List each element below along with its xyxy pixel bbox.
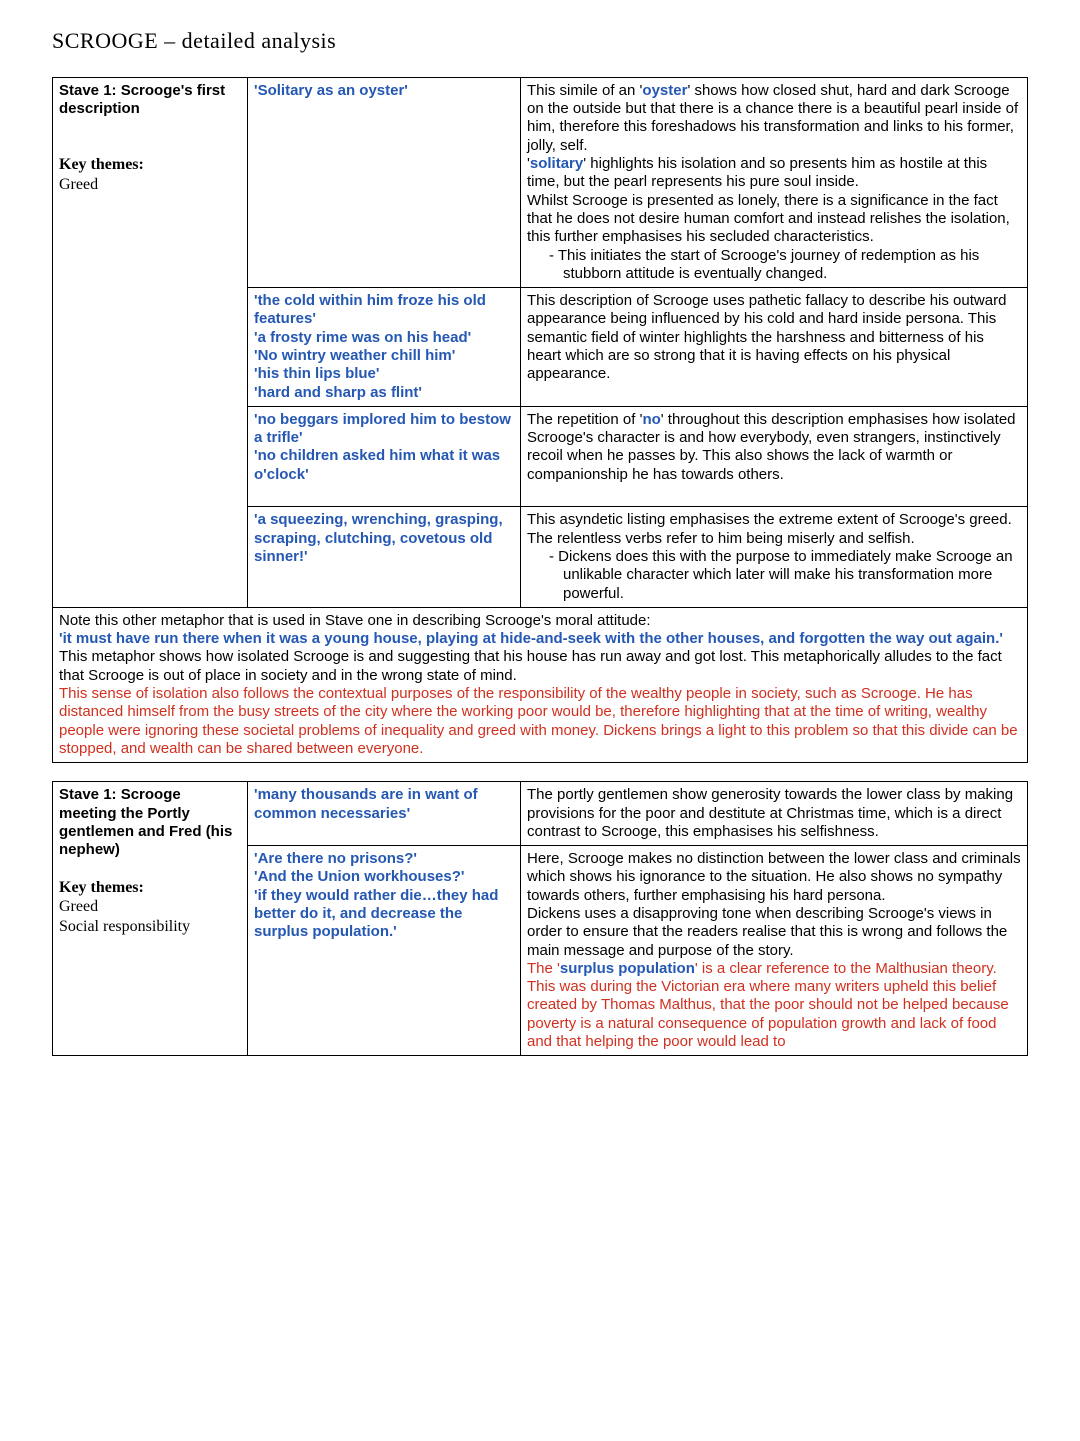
analysis-cell: This description of Scrooge uses patheti… <box>521 288 1028 407</box>
emphasis-word: no <box>642 411 660 428</box>
quote-text: 'if they would rather die…they had bette… <box>254 887 514 942</box>
analysis-table-2: Stave 1: Scrooge meeting the Portly gent… <box>52 781 1028 1056</box>
quote-text: 'the cold within him froze his old featu… <box>254 292 514 329</box>
analysis-text: ' highlights his isolation and so presen… <box>527 155 987 190</box>
analysis-text: Here, Scrooge makes no distinction betwe… <box>527 850 1021 904</box>
quote-text: 'And the Union workhouses?' <box>254 868 514 886</box>
table-row: Note this other metaphor that is used in… <box>53 607 1028 762</box>
bullet-point: - Dickens does this with the purpose to … <box>563 548 1021 603</box>
emphasis-word: oyster <box>642 82 687 99</box>
note-context: This sense of isolation also follows the… <box>59 685 1018 757</box>
analysis-text: The repetition of ' <box>527 411 642 428</box>
key-themes-label: Key themes: <box>59 155 241 175</box>
key-themes: Social responsibility <box>59 917 241 937</box>
note-intro: Note this other metaphor that is used in… <box>59 612 651 629</box>
table-row: Stave 1: Scrooge's first description Key… <box>53 77 1028 287</box>
analysis-cell: The repetition of 'no' throughout this d… <box>521 406 1028 506</box>
analysis-table-1: Stave 1: Scrooge's first description Key… <box>52 77 1028 763</box>
note-quote: 'it must have run there when it was a yo… <box>59 630 1003 647</box>
bullet-point: - This initiates the start of Scrooge's … <box>563 247 1021 284</box>
quote-text: 'a squeezing, wrenching, grasping, scrap… <box>254 511 503 565</box>
section-title: Stave 1: Scrooge meeting the Portly gent… <box>59 786 241 859</box>
analysis-cell: This simile of an 'oyster' shows how clo… <box>521 77 1028 287</box>
analysis-cell: The portly gentlemen show generosity tow… <box>521 782 1028 846</box>
emphasis-word: surplus population <box>560 960 695 977</box>
section-cell: Stave 1: Scrooge meeting the Portly gent… <box>53 782 248 1056</box>
analysis-text: The portly gentlemen show generosity tow… <box>527 786 1013 840</box>
quote-cell: 'a squeezing, wrenching, grasping, scrap… <box>248 507 521 607</box>
key-themes: Greed <box>59 897 241 917</box>
key-themes: Greed <box>59 175 241 195</box>
quote-cell: 'Are there no prisons?' 'And the Union w… <box>248 846 521 1056</box>
quote-cell: 'no beggars implored him to bestow a tri… <box>248 406 521 506</box>
quote-cell: 'many thousands are in want of common ne… <box>248 782 521 846</box>
section-cell: Stave 1: Scrooge's first description Key… <box>53 77 248 607</box>
quote-text: 'Are there no prisons?' <box>254 850 514 868</box>
analysis-text: Dickens uses a disapproving tone when de… <box>527 905 1007 959</box>
quote-text: 'many thousands are in want of common ne… <box>254 786 478 821</box>
analysis-text: This asyndetic listing emphasises the ex… <box>527 511 1012 546</box>
context-text: The 'surplus population' is a clear refe… <box>527 960 1009 1050</box>
quote-text: 'No wintry weather chill him' <box>254 347 514 365</box>
page-title: SCROOGE – detailed analysis <box>52 28 1028 55</box>
analysis-text: Whilst Scrooge is presented as lonely, t… <box>527 192 1010 246</box>
quote-text: 'his thin lips blue' <box>254 365 514 383</box>
quote-text: 'hard and sharp as flint' <box>254 384 514 402</box>
quote-text: 'Solitary as an oyster' <box>254 82 408 99</box>
analysis-cell: Here, Scrooge makes no distinction betwe… <box>521 846 1028 1056</box>
table-row: Stave 1: Scrooge meeting the Portly gent… <box>53 782 1028 846</box>
quote-text: 'a frosty rime was on his head' <box>254 329 514 347</box>
analysis-text: This description of Scrooge uses patheti… <box>527 292 1006 382</box>
analysis-text: This simile of an ' <box>527 82 642 99</box>
key-themes-label: Key themes: <box>59 878 241 898</box>
analysis-cell: This asyndetic listing emphasises the ex… <box>521 507 1028 607</box>
note-text: This metaphor shows how isolated Scrooge… <box>59 648 1002 683</box>
section-title: Stave 1: Scrooge's first description <box>59 82 241 119</box>
quote-cell: 'Solitary as an oyster' <box>248 77 521 287</box>
quote-text: 'no children asked him what it was o'clo… <box>254 447 514 484</box>
emphasis-word: solitary <box>530 155 583 172</box>
quote-text: 'no beggars implored him to bestow a tri… <box>254 411 514 448</box>
quote-cell: 'the cold within him froze his old featu… <box>248 288 521 407</box>
note-cell: Note this other metaphor that is used in… <box>53 607 1028 762</box>
